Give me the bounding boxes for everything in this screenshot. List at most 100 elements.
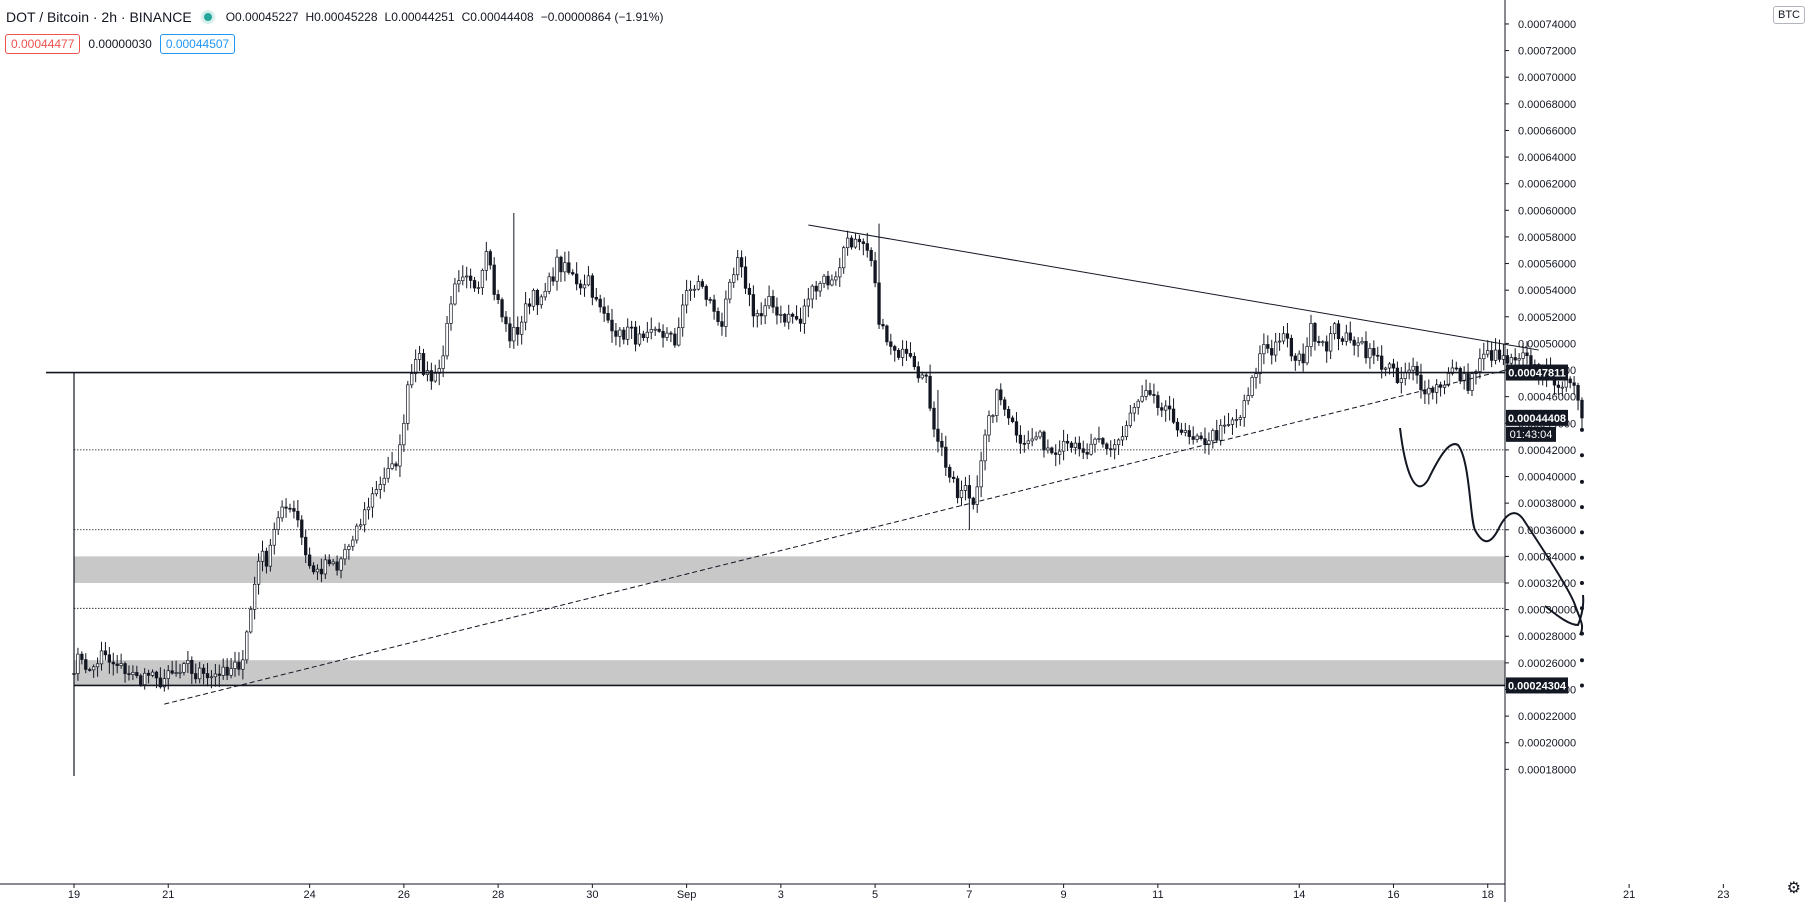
candle <box>1262 333 1266 365</box>
currency-badge[interactable]: BTC <box>1773 6 1805 24</box>
candle <box>1061 429 1066 461</box>
candle <box>500 297 504 323</box>
gear-icon[interactable]: ⚙ <box>1786 880 1801 897</box>
candle <box>853 233 858 249</box>
candle-body <box>975 486 979 505</box>
candle-body <box>539 296 543 306</box>
candle-body <box>386 468 390 479</box>
symbol-title[interactable]: DOT / Bitcoin · 2h · BINANCE <box>6 9 192 25</box>
candle-body <box>1505 355 1510 364</box>
candle-body <box>586 275 591 286</box>
candle-body <box>1383 367 1388 370</box>
candle-body <box>217 673 221 676</box>
candle-body <box>991 415 995 417</box>
candle <box>1376 346 1380 361</box>
candle-body <box>708 299 712 301</box>
candle-body <box>461 276 465 282</box>
candle <box>1101 437 1105 448</box>
buy-button[interactable]: 0.00044507 <box>159 34 236 54</box>
candle-body <box>1270 348 1274 356</box>
candle-body <box>1368 348 1372 359</box>
candle-body <box>84 659 88 670</box>
candle-body <box>1328 333 1333 352</box>
candle-body <box>653 328 657 331</box>
candle-body <box>1576 385 1580 401</box>
candle-body <box>119 663 123 666</box>
candle <box>1352 336 1356 356</box>
candle <box>378 476 382 499</box>
candle <box>1270 339 1274 365</box>
candle <box>186 650 190 673</box>
candle-body <box>1230 419 1235 425</box>
candle-body <box>563 262 567 273</box>
time-tick-label: 18 <box>1482 889 1494 901</box>
candle-body <box>123 663 127 674</box>
price-tick-label: 0.00046000 <box>1518 392 1576 404</box>
candle-body <box>1580 399 1584 419</box>
candle-body <box>1274 341 1278 356</box>
candle <box>1266 335 1270 354</box>
candle-body <box>684 290 689 306</box>
price-tick-label: 0.00074000 <box>1518 19 1576 31</box>
candle-body <box>838 267 842 278</box>
candle <box>127 665 131 681</box>
candle-body <box>1340 338 1345 342</box>
time-axis[interactable]: 19 21 24 26 28 30 Sep 3 5 7 9 11 14 16 18 21 23 <box>0 883 1729 901</box>
candle-body <box>1058 450 1062 455</box>
candle-body <box>861 241 865 244</box>
candle-body <box>1152 394 1156 396</box>
candle <box>1305 337 1309 366</box>
candle <box>543 282 547 301</box>
candle <box>963 476 968 501</box>
candle <box>429 362 434 390</box>
candle-body <box>700 281 704 287</box>
candle-body <box>834 276 838 281</box>
candle <box>1175 418 1180 437</box>
candle <box>1576 382 1580 411</box>
candle <box>551 267 555 286</box>
candle <box>135 665 139 679</box>
candle <box>1289 334 1294 362</box>
candle-body <box>366 506 371 511</box>
candle <box>351 535 355 551</box>
candle <box>359 518 363 530</box>
candle-body <box>924 374 928 377</box>
candle <box>759 302 763 325</box>
candle-body <box>457 280 461 285</box>
candle <box>1215 419 1219 443</box>
candle-body <box>1450 367 1455 374</box>
candle <box>936 390 940 453</box>
candle <box>111 652 115 676</box>
candle-body <box>1191 436 1195 440</box>
candle <box>822 274 826 288</box>
candle <box>1348 321 1352 344</box>
candle-body <box>1380 355 1384 370</box>
candle <box>1022 434 1026 453</box>
candle <box>201 664 206 685</box>
candle-body <box>1128 412 1133 426</box>
candle <box>995 388 999 423</box>
candle <box>1046 439 1050 454</box>
time-tick-label: 19 <box>68 889 80 901</box>
candle <box>339 556 343 579</box>
candle-body <box>1046 447 1050 451</box>
candle-body <box>1242 400 1246 418</box>
candle <box>131 665 135 681</box>
candle-body <box>983 434 987 462</box>
candle <box>806 287 810 318</box>
sell-button[interactable]: 0.00044477 <box>5 34 81 54</box>
candle <box>1568 376 1572 389</box>
price-axis[interactable]: 0.000180000.000200000.000220000.00024000… <box>1504 0 1576 902</box>
projection-dot <box>1579 505 1584 510</box>
candle <box>775 297 779 325</box>
candle <box>622 327 626 345</box>
candle <box>237 652 241 676</box>
candle <box>1164 400 1168 422</box>
candle <box>751 285 756 328</box>
time-tick-label: 9 <box>1061 889 1067 901</box>
candle <box>1069 441 1074 453</box>
candle <box>370 487 375 518</box>
candle <box>241 650 245 680</box>
